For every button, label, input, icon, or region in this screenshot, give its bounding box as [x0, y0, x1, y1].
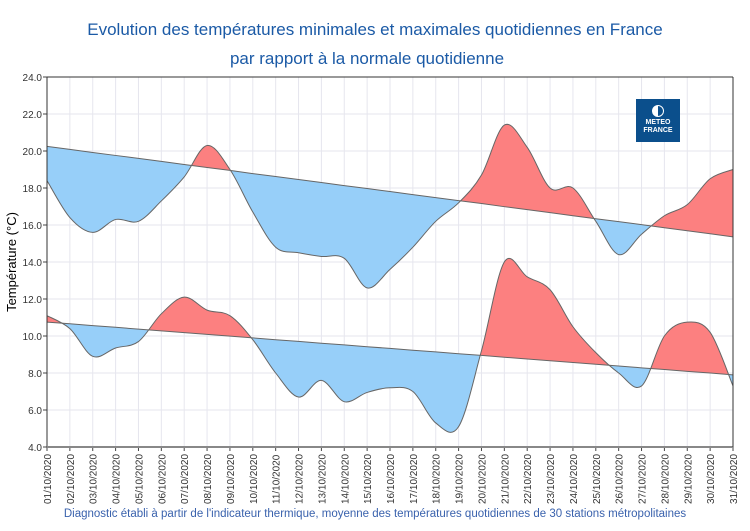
x-tick-label: 07/10/2020 — [180, 454, 191, 504]
y-tick-label: 20.0 — [23, 147, 43, 158]
x-tick-label: 20/10/2020 — [477, 454, 488, 504]
x-tick-label: 17/10/2020 — [409, 454, 420, 504]
logo-symbol-icon — [652, 105, 664, 117]
y-tick-label: 18.0 — [23, 184, 43, 195]
tmin-line — [46, 257, 734, 433]
x-tick-label: 13/10/2020 — [317, 454, 328, 504]
x-tick-label: 16/10/2020 — [386, 454, 397, 504]
y-tick-label: 16.0 — [23, 221, 43, 232]
x-tick-label: 04/10/2020 — [112, 454, 123, 504]
x-tick-label: 02/10/2020 — [66, 454, 77, 504]
y-tick-label: 4.0 — [28, 443, 42, 454]
y-tick-label: 10.0 — [23, 332, 43, 343]
y-axis-label: Température (°C) — [4, 212, 19, 312]
chart-footer-note: Diagnostic établi à partir de l'indicate… — [63, 508, 687, 520]
chart-title-line2: par rapport à la normale quotidienne — [229, 49, 505, 68]
x-tick-label: 03/10/2020 — [89, 454, 100, 504]
y-tick-label: 8.0 — [28, 369, 42, 380]
meteo-france-logo: METEO FRANCE — [636, 99, 680, 142]
x-tick-label: 14/10/2020 — [340, 454, 351, 504]
x-tick-label: 21/10/2020 — [500, 454, 511, 504]
tmax-line — [46, 123, 734, 289]
x-tick-label: 25/10/2020 — [592, 454, 603, 504]
x-tick-label: 31/10/2020 — [729, 454, 740, 504]
x-tick-label: 22/10/2020 — [523, 454, 534, 504]
x-tick-label: 18/10/2020 — [432, 454, 443, 504]
y-tick-label: 12.0 — [23, 295, 43, 306]
x-tick-label: 30/10/2020 — [706, 454, 717, 504]
x-tick-label: 06/10/2020 — [157, 454, 168, 504]
tmax_normal-line — [46, 145, 734, 238]
x-tick-label: 19/10/2020 — [455, 454, 466, 504]
x-tick-label: 29/10/2020 — [683, 454, 694, 504]
x-tick-label: 12/10/2020 — [295, 454, 306, 504]
chart-title-line1: Evolution des températures minimales et … — [87, 20, 663, 39]
x-tick-label: 15/10/2020 — [363, 454, 374, 504]
x-tick-label: 24/10/2020 — [569, 454, 580, 504]
x-tick-label: 27/10/2020 — [638, 454, 649, 504]
x-tick-label: 09/10/2020 — [226, 454, 237, 504]
x-tick-label: 28/10/2020 — [660, 454, 671, 504]
y-tick-label: 22.0 — [23, 110, 43, 121]
tmin_normal-line — [46, 321, 734, 376]
x-tick-label: 26/10/2020 — [615, 454, 626, 504]
y-tick-label: 14.0 — [23, 258, 43, 269]
x-tick-label: 01/10/2020 — [43, 454, 54, 504]
x-tick-label: 10/10/2020 — [249, 454, 260, 504]
x-tick-label: 05/10/2020 — [134, 454, 145, 504]
x-tick-label: 08/10/2020 — [203, 454, 214, 504]
x-tick-label: 23/10/2020 — [546, 454, 557, 504]
y-tick-label: 6.0 — [28, 406, 42, 417]
y-tick-label: 24.0 — [23, 73, 43, 84]
x-tick-label: 11/10/2020 — [272, 454, 283, 504]
